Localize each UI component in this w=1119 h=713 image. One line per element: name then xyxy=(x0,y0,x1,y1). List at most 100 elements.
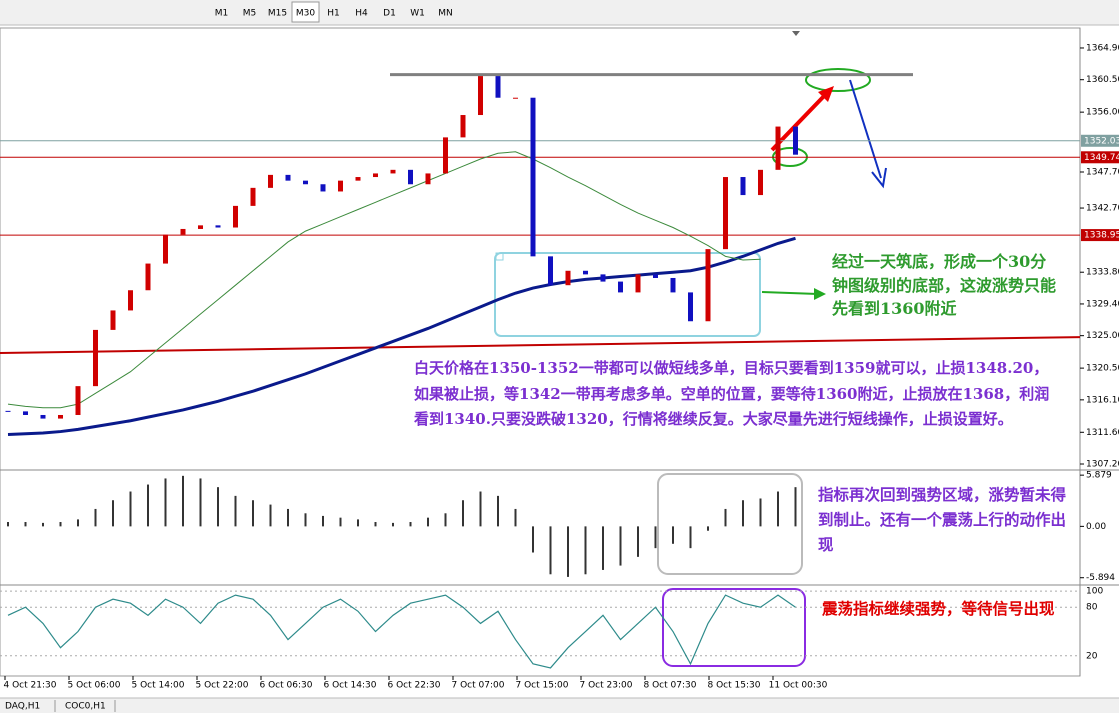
candle xyxy=(93,329,98,387)
timeframe-label[interactable]: W1 xyxy=(410,9,425,19)
x-tick-label: 6 Oct 14:30 xyxy=(324,681,377,691)
candle xyxy=(443,137,448,174)
macd-bar xyxy=(24,522,27,527)
x-tick-label: 5 Oct 14:00 xyxy=(132,681,185,691)
tab-label[interactable]: COC0,H1 xyxy=(65,702,106,712)
macd-bar xyxy=(234,495,237,527)
candle xyxy=(58,414,63,419)
candle xyxy=(128,290,133,311)
macd-bar xyxy=(497,495,499,527)
y-tick-label: 1307.20 xyxy=(1086,460,1119,470)
x-tick-label: 5 Oct 22:00 xyxy=(196,681,249,691)
macd-bar xyxy=(304,513,307,527)
timeframe-label[interactable]: H4 xyxy=(355,9,368,19)
stoch-tick-label: 80 xyxy=(1086,603,1098,613)
macd-bar xyxy=(794,487,797,527)
bottom-note: 经过一天筑底，形成一个30分钟图级别的底部，这波涨势只能先看到1360附近 xyxy=(832,252,1057,318)
macd-bar xyxy=(514,508,517,527)
tab-label[interactable]: DAQ,H1 xyxy=(5,702,40,712)
candle xyxy=(355,177,361,181)
timeframe-label[interactable]: D1 xyxy=(383,9,396,19)
macd-bar xyxy=(584,526,587,575)
timeframe-button[interactable] xyxy=(432,2,459,22)
chart-frame xyxy=(0,27,1081,677)
candle xyxy=(635,274,641,293)
tab-bar xyxy=(0,698,1119,713)
macd-bar xyxy=(549,526,552,575)
moving-average xyxy=(7,236,796,436)
macd-bar xyxy=(427,517,429,527)
trendline xyxy=(0,336,1081,354)
x-tick-label: 8 Oct 07:30 xyxy=(644,681,697,691)
candle xyxy=(688,292,693,322)
candle xyxy=(460,115,466,138)
timeframe-label[interactable]: H1 xyxy=(327,9,340,19)
candle xyxy=(250,187,256,206)
timeframe-button[interactable] xyxy=(291,1,320,23)
green-arrow-head xyxy=(814,288,826,300)
macd-bar xyxy=(707,526,709,531)
timeframe-label[interactable]: M1 xyxy=(215,9,229,19)
timeframe-label[interactable]: M15 xyxy=(268,9,287,19)
macd-bar xyxy=(182,475,184,527)
candle xyxy=(740,177,746,196)
stoch-box xyxy=(662,588,806,667)
x-tick-label: 7 Oct 07:00 xyxy=(452,681,505,691)
price-tag xyxy=(1081,151,1119,164)
candle xyxy=(110,310,116,330)
x-tick-label: 5 Oct 06:00 xyxy=(68,681,121,691)
y-tick-label: 1329.40 xyxy=(1086,299,1119,309)
y-tick-label: 1316.10 xyxy=(1086,395,1119,405)
down-arrow xyxy=(849,79,882,179)
candle xyxy=(268,174,273,188)
macd-bar xyxy=(217,487,219,527)
timeframe-button[interactable] xyxy=(348,2,375,22)
candle xyxy=(75,386,81,415)
timeframe-button[interactable] xyxy=(404,2,431,22)
macd-bar xyxy=(269,504,272,527)
timeframe-button[interactable] xyxy=(236,2,263,22)
macd-bar xyxy=(637,526,639,557)
macd-bar xyxy=(112,500,114,527)
macd-bar xyxy=(672,526,674,544)
macd-bar xyxy=(164,478,167,527)
timeframe-button[interactable] xyxy=(376,2,403,22)
candle xyxy=(180,228,186,235)
candle xyxy=(513,97,518,99)
timeframe-label[interactable]: M30 xyxy=(296,9,315,19)
candle xyxy=(198,225,203,229)
candle xyxy=(653,274,658,278)
candle xyxy=(618,281,623,293)
timeframe-label[interactable]: MN xyxy=(438,9,453,19)
macd-bar xyxy=(479,491,482,527)
macd-bar xyxy=(42,522,44,527)
candle xyxy=(390,169,396,174)
macd-bar xyxy=(654,526,657,549)
green-arrow xyxy=(761,291,819,295)
candle xyxy=(425,173,431,185)
candle xyxy=(565,270,571,286)
toolbar xyxy=(0,0,1119,25)
macd-tick-label: -5.894 xyxy=(1086,573,1115,583)
macd-bar xyxy=(409,522,412,527)
timeframe-button[interactable] xyxy=(208,2,235,22)
down-arrow-head xyxy=(871,167,887,189)
up-arrow-head xyxy=(818,86,834,102)
macd-bar xyxy=(322,515,324,527)
timeframe-button[interactable] xyxy=(264,2,291,22)
macd-bar xyxy=(724,508,727,527)
candle xyxy=(478,76,483,116)
candle xyxy=(320,184,326,192)
macd-bar xyxy=(602,526,604,570)
candle xyxy=(793,126,798,155)
candle xyxy=(600,274,606,282)
timeframe-label[interactable]: M5 xyxy=(243,9,257,19)
timeframe-button[interactable] xyxy=(320,2,347,22)
macd-bar xyxy=(619,526,622,566)
macd-note: 指标再次回到强势区域，涨势暂未得到制止。还有一个震荡上行的动作出现 xyxy=(818,485,1067,554)
y-tick-label: 1347.70 xyxy=(1086,167,1119,177)
candle xyxy=(285,174,291,181)
x-tick-label: 8 Oct 15:30 xyxy=(708,681,761,691)
candle xyxy=(23,411,28,415)
